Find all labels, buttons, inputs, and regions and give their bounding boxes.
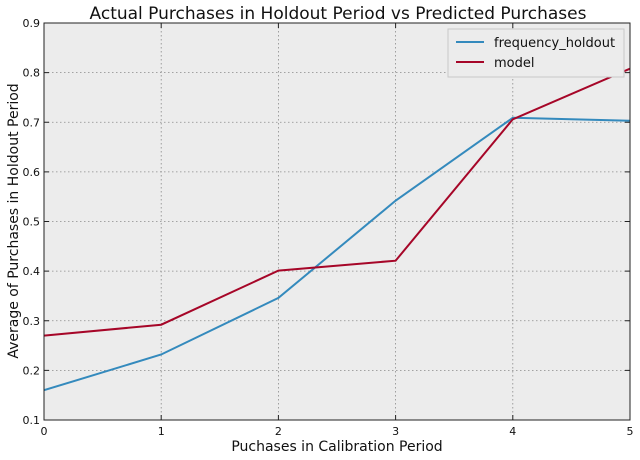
series-layer xyxy=(44,67,630,392)
x-tick-label: 5 xyxy=(627,425,634,438)
x-tick-label: 4 xyxy=(509,425,516,438)
legend-box xyxy=(447,28,625,78)
ticks: 0 1 2 3 4 5 0.1 0.2 0.3 0.4 0.5 0.6 0.7 0.8 0.9 xyxy=(23,17,634,438)
series-line-frequency-holdout xyxy=(44,116,630,392)
y-tick-label: 0.4 xyxy=(23,265,41,278)
x-tick-label: 1 xyxy=(158,425,165,438)
x-axis-label: Puchases in Calibration Period xyxy=(231,439,442,455)
y-tick-label: 0.2 xyxy=(23,364,41,377)
series-line-model xyxy=(44,67,630,337)
legend-label-frequency-holdout: frequency_holdout xyxy=(494,36,615,51)
x-tick-label: 2 xyxy=(275,425,282,438)
y-tick-label: 0.6 xyxy=(23,166,41,179)
y-tick-label: 0.3 xyxy=(23,315,41,328)
chart-title: Actual Purchases in Holdout Period vs Pr… xyxy=(90,4,587,24)
y-tick-label: 0.1 xyxy=(23,414,41,427)
x-tick-label: 0 xyxy=(41,425,48,438)
y-axis-label: Average of Purchases in Holdout Period xyxy=(6,83,22,358)
y-tick-label: 0.5 xyxy=(23,216,41,229)
legend-label-model: model xyxy=(494,56,534,71)
y-tick-label: 0.9 xyxy=(23,17,41,30)
x-tick-label: 3 xyxy=(392,425,399,438)
y-tick-label: 0.8 xyxy=(23,67,41,80)
y-tick-label: 0.7 xyxy=(23,116,41,129)
